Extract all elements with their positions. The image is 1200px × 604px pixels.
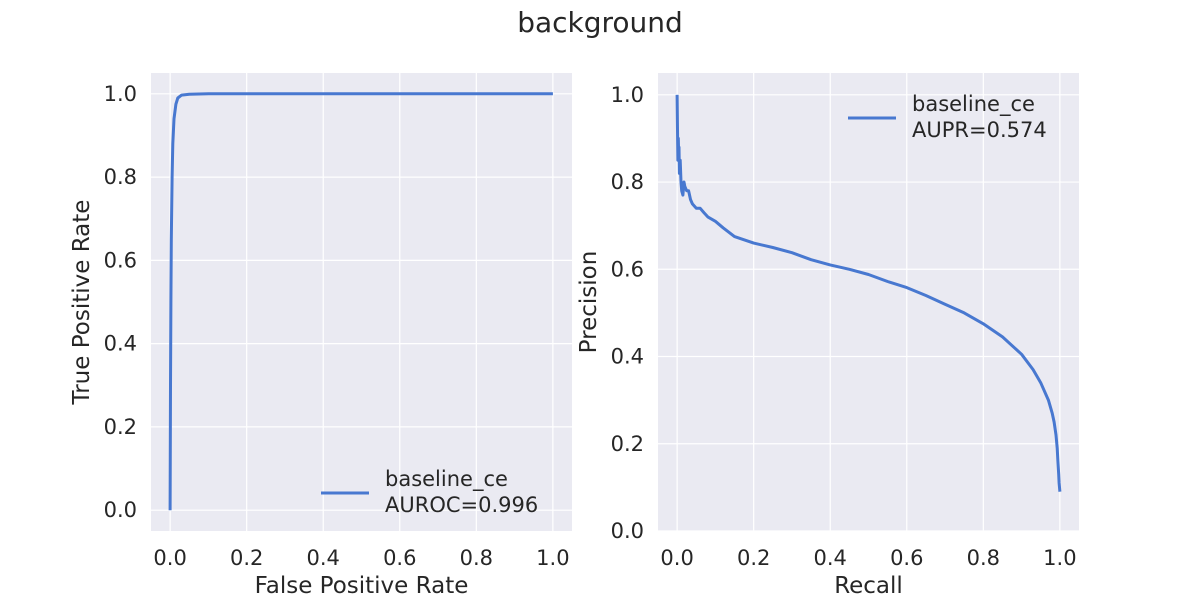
x-tick-label: 0.4 <box>814 546 847 570</box>
axes-background <box>658 73 1079 531</box>
figure-title: background <box>517 6 683 39</box>
y-tick-label: 0.0 <box>104 498 137 522</box>
x-tick-label: 0.0 <box>153 546 186 570</box>
y-tick-label: 0.8 <box>104 165 137 189</box>
x-tick-label: 0.6 <box>890 546 923 570</box>
x-tick-label: 0.6 <box>383 546 416 570</box>
legend-entry-metric: AUPR=0.574 <box>912 118 1047 142</box>
series-line <box>168 92 553 511</box>
x-tick-label: 0.4 <box>307 546 340 570</box>
x-axis-label: Recall <box>834 573 903 599</box>
x-axis-label: False Positive Rate <box>255 573 469 599</box>
x-tick-label: 0.0 <box>660 546 693 570</box>
y-axis-label: True Positive Rate <box>69 200 95 406</box>
series-line <box>675 94 1062 492</box>
x-tick-label: 0.2 <box>230 546 263 570</box>
y-tick-label: 0.4 <box>611 345 644 369</box>
x-tick-label: 0.2 <box>737 546 770 570</box>
y-tick-label: 0.2 <box>611 432 644 456</box>
y-tick-label: 0.4 <box>104 332 137 356</box>
legend-entry-metric: AUROC=0.996 <box>385 493 538 517</box>
y-tick-label: 0.2 <box>104 415 137 439</box>
y-tick-label: 1.0 <box>611 83 644 107</box>
x-tick-label: 1.0 <box>1043 546 1076 570</box>
x-tick-label: 0.8 <box>460 546 493 570</box>
y-tick-label: 1.0 <box>104 82 137 106</box>
y-tick-label: 0.6 <box>104 248 137 272</box>
plot-panel-left: 0.0 0.2 0.4 0.6 0.8 1.0 0.0 0.2 0.4 0.6 0.8 1.0 Fals… <box>69 73 572 599</box>
y-axis-label: Precision <box>576 251 602 354</box>
x-tick-label: 0.8 <box>967 546 1000 570</box>
y-tick-label: 0.6 <box>611 257 644 281</box>
axes-background <box>151 73 572 531</box>
y-tick-label: 0.0 <box>611 519 644 543</box>
x-tick-label: 1.0 <box>536 546 569 570</box>
legend-entry-name: baseline_ce <box>912 92 1035 117</box>
y-tick-label: 0.8 <box>611 170 644 194</box>
legend-entry-name: baseline_ce <box>385 467 508 492</box>
plot-panel-right: 0.0 0.2 0.4 0.6 0.8 1.0 0.0 0.2 0.4 0.6 0.8 1.0 Reca… <box>576 73 1079 599</box>
